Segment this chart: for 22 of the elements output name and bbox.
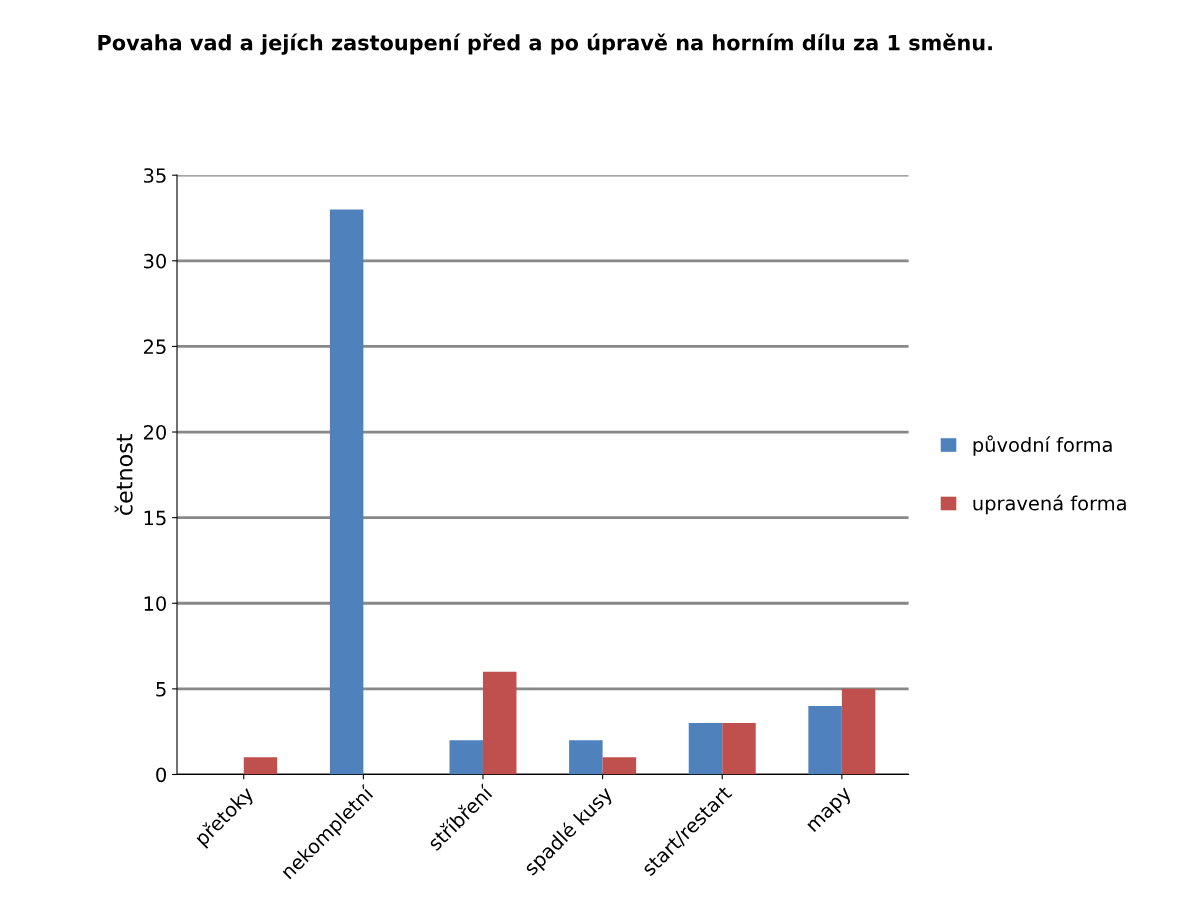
y-tick-label: 25 xyxy=(143,339,166,355)
y-tick-label: 0 xyxy=(156,767,166,783)
y-tick-label: 30 xyxy=(144,253,166,269)
y-tick-label: 35 xyxy=(144,168,166,183)
bar xyxy=(329,209,364,775)
chart-title: Povaha vad a jejích zastoupení před a po úpravě na horním dílu za 1 směnu. xyxy=(98,33,992,55)
y-tick-label: 5 xyxy=(156,682,166,697)
bar xyxy=(722,723,756,775)
legend-label: upravená forma xyxy=(973,494,1126,515)
bar xyxy=(602,757,637,775)
bar xyxy=(449,740,483,775)
y-tick-label: 10 xyxy=(144,596,166,611)
bar xyxy=(808,705,842,775)
bar xyxy=(243,757,278,775)
bar xyxy=(569,740,603,775)
bar xyxy=(688,723,723,775)
legend-label: původní forma xyxy=(973,435,1112,456)
bar xyxy=(482,671,517,775)
y-tick-label: 20 xyxy=(143,424,166,440)
bar xyxy=(841,688,876,775)
y-axis-title: četnost xyxy=(114,434,133,515)
y-tick-label: 15 xyxy=(144,510,166,526)
